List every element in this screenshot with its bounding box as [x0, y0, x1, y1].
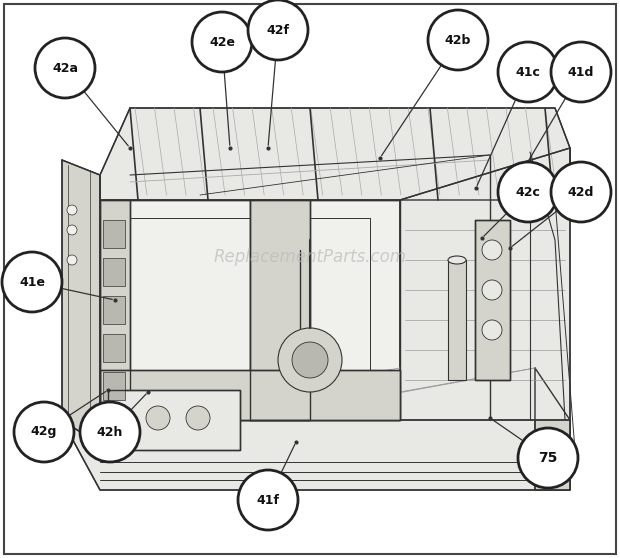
Circle shape	[106, 406, 130, 430]
Circle shape	[482, 240, 502, 260]
Text: 41d: 41d	[568, 65, 594, 79]
Text: 41c: 41c	[516, 65, 541, 79]
Circle shape	[238, 470, 298, 530]
FancyBboxPatch shape	[4, 4, 616, 554]
Circle shape	[146, 406, 170, 430]
FancyBboxPatch shape	[103, 258, 125, 286]
Text: 41e: 41e	[19, 276, 45, 288]
Text: 42b: 42b	[445, 33, 471, 46]
FancyBboxPatch shape	[103, 372, 125, 400]
Text: 42h: 42h	[97, 426, 123, 439]
Polygon shape	[475, 220, 510, 380]
Circle shape	[498, 42, 558, 102]
Text: 75: 75	[538, 451, 557, 465]
Circle shape	[278, 328, 342, 392]
Circle shape	[482, 320, 502, 340]
Circle shape	[551, 42, 611, 102]
Polygon shape	[100, 108, 570, 200]
FancyBboxPatch shape	[103, 334, 125, 362]
Polygon shape	[100, 370, 400, 420]
Ellipse shape	[448, 256, 466, 264]
Polygon shape	[100, 200, 400, 420]
Circle shape	[428, 10, 488, 70]
Polygon shape	[535, 368, 570, 490]
Circle shape	[67, 225, 77, 235]
Circle shape	[248, 0, 308, 60]
Polygon shape	[250, 200, 310, 420]
Text: 42g: 42g	[31, 426, 57, 439]
Text: 42d: 42d	[568, 185, 594, 199]
Text: 42e: 42e	[209, 36, 235, 49]
Polygon shape	[62, 160, 100, 445]
Circle shape	[186, 406, 210, 430]
Circle shape	[518, 428, 578, 488]
FancyBboxPatch shape	[448, 260, 466, 380]
Circle shape	[498, 162, 558, 222]
Polygon shape	[108, 390, 240, 450]
Circle shape	[2, 252, 62, 312]
Text: 41f: 41f	[257, 493, 280, 507]
Polygon shape	[100, 200, 130, 420]
Text: 42c: 42c	[516, 185, 541, 199]
FancyBboxPatch shape	[103, 296, 125, 324]
Text: ReplacementParts.com: ReplacementParts.com	[213, 248, 407, 266]
Circle shape	[482, 280, 502, 300]
Circle shape	[292, 342, 328, 378]
Circle shape	[67, 255, 77, 265]
Circle shape	[67, 205, 77, 215]
Circle shape	[14, 402, 74, 462]
Circle shape	[35, 38, 95, 98]
FancyBboxPatch shape	[103, 220, 125, 248]
Circle shape	[80, 402, 140, 462]
Polygon shape	[62, 368, 570, 490]
Circle shape	[192, 12, 252, 72]
Polygon shape	[400, 148, 570, 420]
Text: 42f: 42f	[267, 23, 290, 36]
Circle shape	[551, 162, 611, 222]
Text: 42a: 42a	[52, 61, 78, 75]
